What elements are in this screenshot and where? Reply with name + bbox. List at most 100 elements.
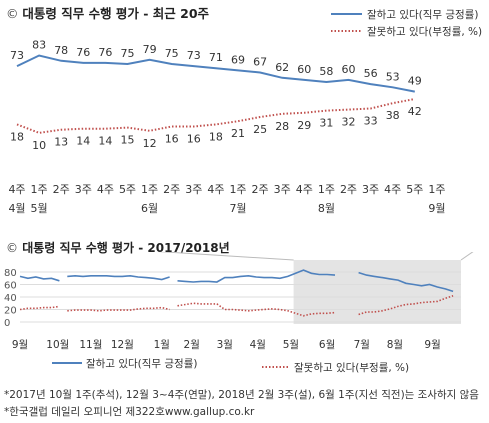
x-tick-week-2: 2주 <box>53 183 70 196</box>
approve-label-0: 73 <box>10 49 24 62</box>
approve-label-9: 71 <box>209 51 223 64</box>
disapprove-label-8: 16 <box>187 133 201 146</box>
x-tick-month-4: 1월 <box>154 339 170 351</box>
legend2-disapprove-label: 잘못하고 있다(부정률, %) <box>294 361 409 374</box>
x-tick-month-0: 4월 <box>8 202 25 215</box>
x-tick-month-19: 9월 <box>428 202 445 215</box>
x-tick-week-5: 5주 <box>119 183 136 196</box>
disapprove-label-16: 33 <box>364 115 378 128</box>
disapprove-label-13: 29 <box>297 119 311 132</box>
x-tick-month-10: 7월 <box>229 202 246 215</box>
approve-label-13: 60 <box>297 63 311 76</box>
sub-chart-title-text: 대통령 직무 수행 평가 - 2017/2018년 <box>22 241 230 255</box>
copyright-mark-2: © <box>6 241 18 255</box>
disapprove-label-18: 42 <box>408 105 422 118</box>
approve-line <box>16 54 415 93</box>
approve-label-15: 60 <box>342 63 356 76</box>
approve-label-14: 58 <box>319 65 333 78</box>
x-tick-month-9: 6월 <box>319 339 335 351</box>
approve-label-8: 73 <box>187 49 201 62</box>
x-tick-week-4: 4주 <box>97 183 114 196</box>
legend-approve-label: 잘하고 있다(직무 긍정률) <box>367 8 478 21</box>
main-chart-title: © 대통령 직무 수행 평가 - 최근 20주 <box>6 3 209 22</box>
x-tick-month-14: 8월 <box>318 202 335 215</box>
x-tick-week-3: 3주 <box>75 183 92 196</box>
disapprove-label-6: 12 <box>143 137 157 150</box>
y-tick-20: 20 <box>4 306 17 317</box>
disapprove-segment-3 <box>358 295 454 316</box>
x-tick-week-17: 4주 <box>384 183 401 196</box>
approve-label-5: 75 <box>121 47 135 60</box>
y-tick-80: 80 <box>4 268 17 279</box>
recent-20-weeks-chart: 잘하고 있다(직무 긍정률) 잘못하고 있다(부정률, %) 73 83 78 76 76 7… <box>8 8 482 215</box>
disapprove-label-15: 32 <box>342 116 356 129</box>
disapprove-label-10: 21 <box>231 127 245 140</box>
approve-segment-0 <box>19 275 60 282</box>
disapprove-segment-0 <box>19 305 60 311</box>
disapprove-segment-1 <box>67 306 170 312</box>
footnote-source: *한국갤럽 데일리 오피니언 제322호www.gallup.co.kr <box>4 406 255 418</box>
x-tick-week-1: 1주 <box>31 183 48 196</box>
x-tick-week-8: 3주 <box>185 183 202 196</box>
disapprove-label-3: 14 <box>76 135 90 148</box>
main-chart-title-text: 대통령 직무 수행 평가 - 최근 20주 <box>22 6 210 21</box>
x-tick-week-14: 1주 <box>318 183 335 196</box>
footnote-survey-gaps: *2017년 10월 1주(추석), 12월 3~4주(연말), 2018년 2… <box>4 389 479 401</box>
y-tick-40: 40 <box>4 293 17 304</box>
approve-label-16: 56 <box>364 67 378 80</box>
approve-label-18: 49 <box>408 75 422 88</box>
x-tick-month-2: 11월 <box>79 339 102 351</box>
x-tick-month-3: 12월 <box>111 339 134 351</box>
approve-segment-2 <box>177 269 336 283</box>
disapprove-label-4: 14 <box>98 135 112 148</box>
x-tick-week-10: 1주 <box>229 183 246 196</box>
x-tick-month-1: 5월 <box>31 202 48 215</box>
copyright-mark: © <box>6 6 19 21</box>
x-tick-week-11: 2주 <box>252 183 269 196</box>
legend-disapprove-label: 잘못하고 있다(부정률, %) <box>367 25 482 38</box>
approve-label-2: 78 <box>54 44 68 57</box>
x-tick-month-0: 9월 <box>12 339 28 351</box>
disapprove-segment-2 <box>177 302 336 317</box>
approve-label-10: 69 <box>231 53 245 66</box>
approve-label-4: 76 <box>98 46 112 59</box>
disapprove-label-7: 16 <box>165 133 179 146</box>
x-tick-month-12: 9월 <box>424 339 440 351</box>
x-tick-week-16: 3주 <box>362 183 379 196</box>
x-tick-week-18: 5주 <box>406 183 423 196</box>
approve-label-17: 53 <box>386 70 400 83</box>
x-tick-month-5: 2월 <box>184 339 200 351</box>
approve-label-11: 67 <box>253 56 267 69</box>
approve-label-1: 83 <box>32 39 46 52</box>
x-tick-month-7: 4월 <box>250 339 266 351</box>
disapprove-label-14: 31 <box>319 117 333 130</box>
x-tick-week-15: 2주 <box>340 183 357 196</box>
approve-label-3: 76 <box>76 46 90 59</box>
x-tick-week-7: 2주 <box>163 183 180 196</box>
y-tick-60: 60 <box>4 281 17 292</box>
sub-chart-title: © 대통령 직무 수행 평가 - 2017/2018년 <box>6 239 230 256</box>
approve-label-6: 79 <box>143 43 157 56</box>
x-tick-week-9: 4주 <box>207 183 224 196</box>
x-tick-week-0: 4주 <box>8 183 25 196</box>
x-tick-week-12: 3주 <box>274 183 291 196</box>
zoom-connector-right <box>460 252 474 261</box>
approve-label-12: 62 <box>275 61 289 74</box>
x-tick-month-8: 5월 <box>283 339 299 351</box>
approve-segment-1 <box>67 274 170 281</box>
x-tick-month-6: 3월 <box>217 339 233 351</box>
x-tick-week-19: 1주 <box>428 183 445 196</box>
x-tick-month-1: 10월 <box>46 339 69 351</box>
x-tick-month-11: 8월 <box>387 339 403 351</box>
approve-segment-3 <box>358 271 454 293</box>
x-tick-week-6: 1주 <box>141 183 158 196</box>
x-tick-week-13: 4주 <box>296 183 313 196</box>
x-tick-month-10: 7월 <box>354 339 370 351</box>
approve-label-7: 75 <box>165 47 179 60</box>
y-tick-0: 0 <box>4 318 10 329</box>
disapprove-label-2: 13 <box>54 136 68 149</box>
disapprove-label-11: 25 <box>253 123 267 136</box>
disapprove-label-9: 18 <box>209 130 223 143</box>
shaded-recent-region <box>293 260 461 324</box>
